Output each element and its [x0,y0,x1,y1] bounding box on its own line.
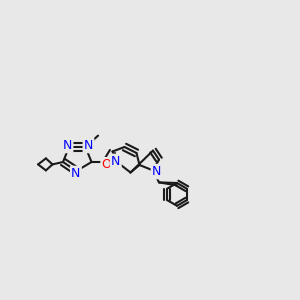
Text: N: N [71,167,81,180]
Text: N: N [84,139,93,152]
Text: N: N [111,155,121,168]
Text: N: N [152,165,161,178]
Text: N: N [63,139,72,152]
Text: O: O [102,158,111,171]
